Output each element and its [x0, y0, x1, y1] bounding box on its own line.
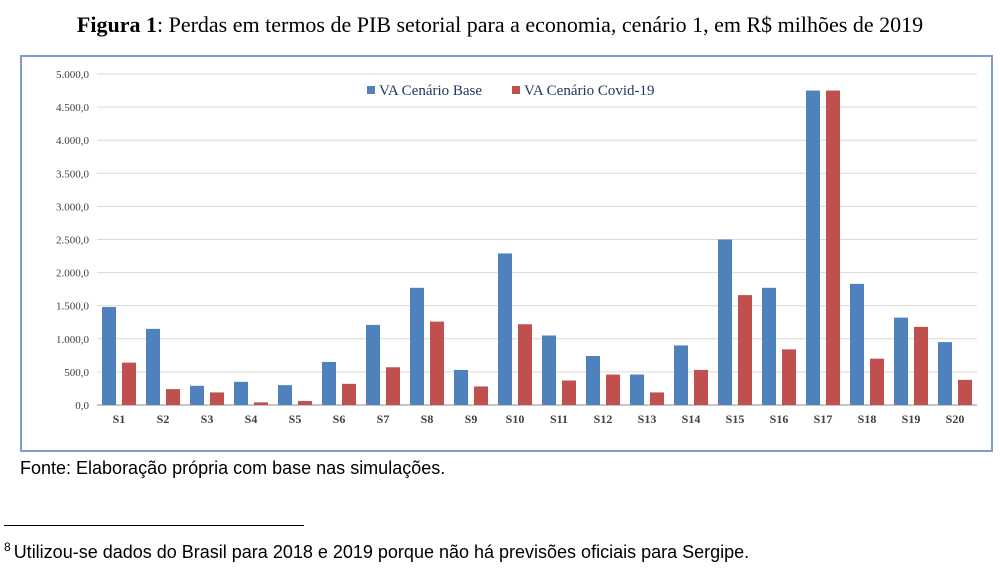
- x-tick-label: S2: [157, 412, 170, 426]
- x-tick-label: S19: [902, 412, 921, 426]
- legend-swatch-covid: [512, 86, 520, 94]
- bar-base: [410, 287, 424, 405]
- bar-covid: [870, 358, 884, 405]
- x-tick-label: S15: [726, 412, 745, 426]
- x-tick-label: S4: [245, 412, 258, 426]
- bar-covid: [958, 379, 972, 405]
- bar-base: [630, 374, 644, 405]
- bar-covid: [914, 326, 928, 405]
- y-tick-label: 5.000,0: [56, 69, 90, 81]
- y-tick-label: 3.500,0: [56, 168, 90, 180]
- bar-covid: [342, 383, 356, 405]
- x-tick-label: S8: [421, 412, 434, 426]
- bar-base: [234, 381, 248, 405]
- y-tick-label: 3.000,0: [56, 201, 90, 213]
- bar-base: [718, 239, 732, 405]
- x-tick-label: S3: [201, 412, 214, 426]
- bar-covid: [210, 392, 224, 405]
- chart-frame: 0,0 500,0 1.000,0 1.500,0 2.000,0 2.500,0 3.00…: [20, 55, 993, 452]
- y-tick-label: 2.500,0: [56, 235, 90, 247]
- y-tick-label: 1.000,0: [56, 334, 90, 346]
- y-tick-label: 500,0: [64, 367, 89, 379]
- bar-covid: [562, 380, 576, 405]
- bar-base: [366, 324, 380, 405]
- x-tick-label: S11: [550, 412, 568, 426]
- x-tick-label: S17: [814, 412, 833, 426]
- bar-base: [762, 287, 776, 405]
- y-tick-label: 0,0: [75, 400, 89, 412]
- bar-covid: [166, 389, 180, 405]
- bar-base: [938, 342, 952, 405]
- bar-base: [498, 253, 512, 405]
- x-tick-label: S20: [946, 412, 965, 426]
- bar-covid: [782, 349, 796, 405]
- bar-covid: [386, 367, 400, 405]
- bar-base: [894, 317, 908, 405]
- bar-covid: [518, 324, 532, 405]
- y-tick-label: 4.000,0: [56, 135, 90, 147]
- bar-covid: [650, 392, 664, 405]
- bar-base: [454, 369, 468, 405]
- bar-base: [190, 385, 204, 405]
- bar-base: [542, 335, 556, 405]
- bar-covid: [606, 374, 620, 405]
- x-tick-label: S1: [113, 412, 126, 426]
- x-tick-label: S10: [506, 412, 525, 426]
- bar-base: [278, 385, 292, 405]
- bar-base: [322, 361, 336, 405]
- footnote-divider: [4, 525, 304, 526]
- x-tick-label: S9: [465, 412, 478, 426]
- x-tick-label: S12: [594, 412, 613, 426]
- bar-base: [674, 345, 688, 405]
- x-tick-label: S5: [289, 412, 302, 426]
- bar-chart: 0,0 500,0 1.000,0 1.500,0 2.000,0 2.500,0 3.00…: [56, 69, 977, 426]
- footnote-text: Utilizou-se dados do Brasil para 2018 e …: [13, 542, 750, 562]
- bar-base: [586, 356, 600, 405]
- bar-covid: [122, 362, 136, 405]
- bar-covid: [298, 401, 312, 405]
- figure-title: Figura 1: Perdas em termos de PIB setori…: [0, 12, 1000, 38]
- bar-covid: [430, 321, 444, 405]
- figure-label: Figura 1: [76, 12, 157, 37]
- legend-label-covid: VA Cenário Covid-19: [524, 83, 655, 99]
- bar-covid: [254, 402, 268, 405]
- bar-base: [146, 328, 160, 405]
- figure-caption: : Perdas em termos de PIB setorial para …: [156, 12, 924, 37]
- source-note: Fonte: Elaboração própria com base nas s…: [20, 458, 446, 478]
- x-tick-label: S7: [377, 412, 390, 426]
- bar-base: [102, 307, 116, 405]
- bar-covid: [474, 386, 488, 405]
- y-tick-label: 4.500,0: [56, 102, 90, 114]
- legend-swatch-base: [367, 86, 375, 94]
- footnote: 8 Utilizou-se dados do Brasil para 2018 e…: [4, 540, 749, 563]
- bar-base: [850, 283, 864, 405]
- y-tick-label: 1.500,0: [56, 301, 90, 313]
- legend-label-base: VA Cenário Base: [379, 83, 482, 99]
- y-tick-label: 2.000,0: [56, 268, 90, 280]
- bar-base: [806, 90, 820, 406]
- bar-covid: [826, 90, 840, 406]
- x-tick-label: S6: [333, 412, 346, 426]
- x-tick-label: S13: [638, 412, 657, 426]
- bar-covid: [738, 295, 752, 405]
- x-tick-label: S14: [682, 412, 701, 426]
- x-tick-label: S16: [770, 412, 789, 426]
- x-tick-label: S18: [858, 412, 877, 426]
- footnote-marker: 8: [4, 540, 11, 554]
- bar-covid: [694, 369, 708, 405]
